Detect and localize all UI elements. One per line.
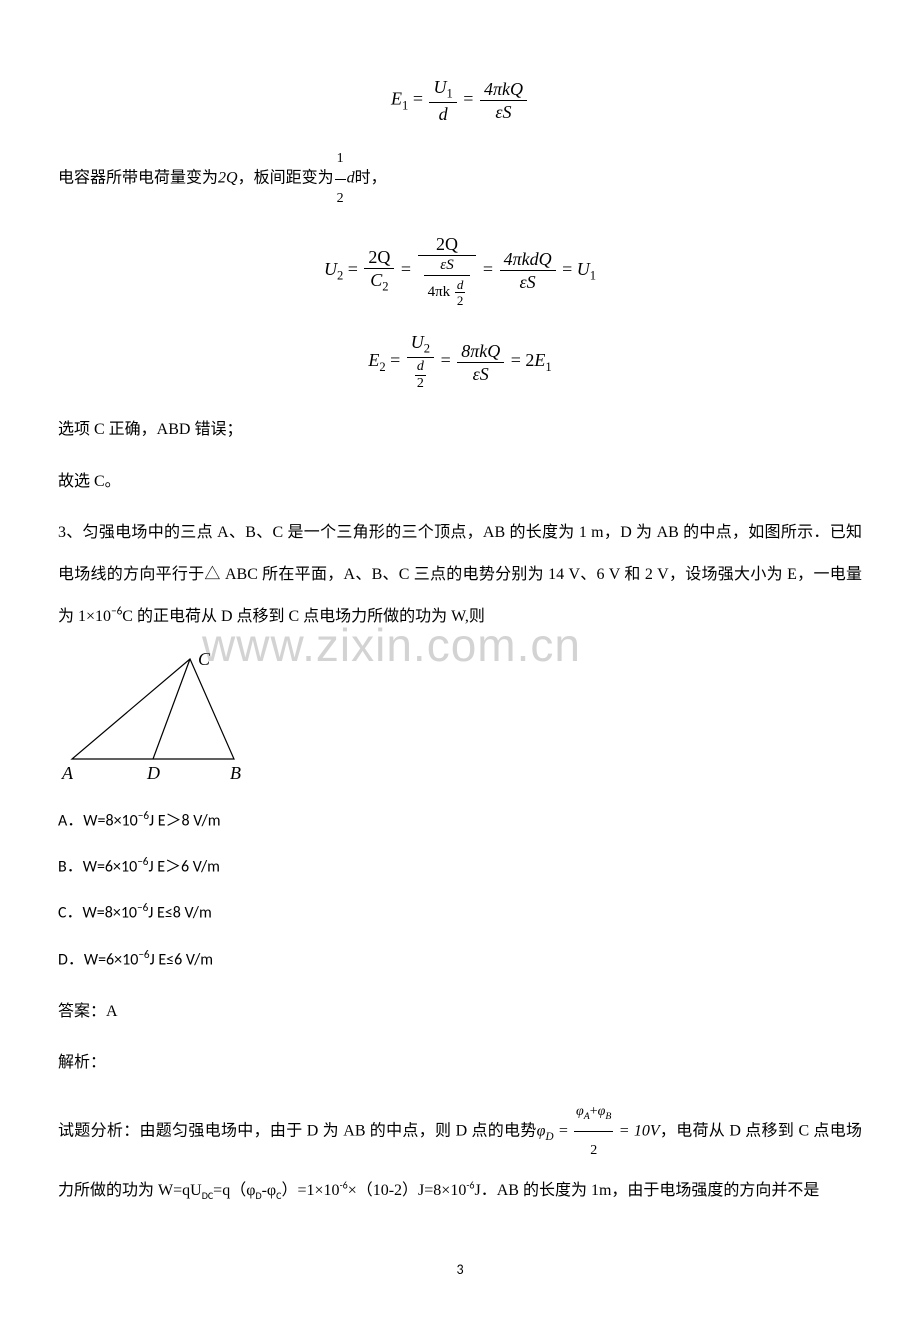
triangle-svg: A B C D (58, 651, 258, 785)
para1-d: d (347, 170, 355, 187)
eq2-frac3: 4πkdQ εS (500, 250, 556, 291)
eq1-lhs-sub: 1 (402, 98, 408, 112)
para1-frac-den: 2 (335, 179, 346, 217)
ana-phi-sub: D (546, 1131, 554, 1143)
eq1-f1num-sub: 1 (446, 87, 452, 101)
ana-fnb-sub: B (605, 1111, 611, 1122)
ana-p4: -φ (262, 1182, 277, 1199)
optA-tail: J E＞8 V/m (149, 811, 220, 830)
eq2-f2num: 2Q (436, 234, 458, 254)
para1-b: 2Q (218, 170, 238, 187)
eq2-frac2: 2Q εS 4πk d 2 (418, 235, 477, 307)
eq3-frac1: U2 d 2 (407, 333, 434, 391)
ana-fna: φ (576, 1104, 584, 1119)
eq1-f1num: U (433, 77, 446, 97)
eq3-f2num: 8πkQ (457, 342, 504, 362)
optC-label: C．W=8×10 (58, 904, 137, 923)
option-b: B．W=6×10−6J E＞6 V/m (58, 852, 862, 882)
eq2-frac1: 2Q C2 (364, 248, 394, 293)
eq3-f1num: U (411, 332, 424, 352)
q3-tail: C 的正电荷从 D 点移到 C 点电场力所做的功为 W,则 (122, 608, 485, 625)
optB-tail: J E＞6 V/m (148, 858, 219, 877)
answer-line: 答案：A (58, 991, 862, 1033)
equation-u2: U2 = 2Q C2 = 2Q εS 4πk d 2 = 4πkdQ εS = (58, 235, 862, 307)
eq3-f1den-den: 2 (415, 375, 426, 391)
eq2-rhs-sub: 1 (590, 269, 596, 283)
triangle-label-a: A (61, 763, 74, 783)
eq2-f2den-fn: d (455, 278, 466, 292)
eq2-f3num: 4πkdQ (500, 250, 556, 270)
eq1-lhs: E (391, 89, 402, 109)
eq2-rhs: U (577, 259, 590, 279)
eq3-frac2: 8πkQ εS (457, 342, 504, 383)
eq2-lhs-sub: 2 (337, 269, 343, 283)
eq2-f1den-sub: 2 (382, 280, 388, 294)
eq2-f2den-inner-num: εS (424, 258, 471, 275)
question-3: 3、匀强电场中的三点 A、B、C 是一个三角形的三个顶点，AB 的长度为 1 m… (58, 512, 862, 637)
ana-p6: ×（10-2）J=8×10 (348, 1182, 467, 1199)
eq3-lhs: E (368, 350, 379, 370)
para1-a: 电容器所带电荷量变为 (58, 170, 218, 187)
eq1-f2den: εS (480, 100, 527, 121)
eq3-rhs: E (534, 350, 545, 370)
option-c: C．W=8×10−6J E≤8 V/m (58, 898, 862, 928)
eq1-frac2: 4πkQ εS (480, 80, 527, 121)
ana-p3: =q（φ (213, 1182, 255, 1199)
equation-e2: E2 = U2 d 2 = 8πkQ εS = 2E1 (58, 333, 862, 391)
optA-label: A．W=8×10 (58, 811, 138, 830)
ana-exp1: -6 (340, 1178, 348, 1191)
ana-p1: 试题分析：由题匀强电场中，由于 D 为 AB 的中点，则 D 点的电势 (58, 1122, 537, 1139)
eq3-f1den-num: d (415, 360, 426, 375)
eq1-f1den: d (429, 102, 456, 123)
eq2-f2den-fd: 2 (455, 292, 466, 307)
para1-frac-num: 1 (335, 141, 346, 178)
triangle-label-c: C (198, 651, 211, 669)
eq-equals: = (413, 89, 428, 109)
para-conclusion-c: 选项 C 正确，ABD 错误； (58, 409, 862, 451)
para1-e: 时， (355, 170, 387, 187)
analysis-label: 解析： (58, 1042, 862, 1084)
triangle-label-d: D (146, 763, 160, 783)
triangle-shape (72, 659, 234, 759)
eq2-f1num: 2Q (368, 247, 390, 267)
optC-exp: −6 (137, 901, 148, 915)
eq1-frac1: U1 d (429, 78, 456, 123)
q3-exp: −6 (111, 604, 122, 618)
optB-exp: −6 (137, 855, 148, 869)
ana-phi: φ (537, 1122, 546, 1139)
optA-exp: −6 (138, 809, 149, 823)
eq2-lhs: U (324, 259, 337, 279)
ana-p7: J．AB 的长度为 1m，由于电场强度的方向并不是 (474, 1182, 819, 1199)
ana-dc: DC (202, 1189, 213, 1202)
optD-label: D．W=6×10 (58, 950, 138, 969)
eq3-f1num-sub: 2 (424, 342, 430, 356)
eq2-f3den: εS (500, 270, 556, 291)
ana-fden: 2 (574, 1131, 613, 1169)
equation-e1: E1 = U1 d = 4πkQ εS (58, 78, 862, 123)
eq1-f2num: 4πkQ (480, 80, 527, 100)
eq3-f2den: εS (457, 362, 504, 383)
option-d: D．W=6×10−6J E≤6 V/m (58, 945, 862, 975)
para1-c: ，板间距变为 (238, 170, 334, 187)
optB-label: B．W=6×10 (58, 858, 137, 877)
triangle-figure: A B C D (58, 651, 862, 790)
option-a: A．W=8×10−6J E＞8 V/m (58, 806, 862, 836)
eq-equals: = (463, 89, 478, 109)
ana-rhs: = 10V (619, 1122, 660, 1139)
page-number: 3 (58, 1261, 862, 1278)
eq3-rhs-sub: 1 (545, 360, 551, 374)
para-capacitor-change: 电容器所带电荷量变为2Q，板间距变为12d时， (58, 141, 862, 217)
eq2-f2den-lead: 4πk (428, 284, 451, 300)
ana-plus: + (590, 1104, 598, 1119)
optC-tail: J E≤8 V/m (148, 904, 211, 923)
optD-exp: −6 (138, 948, 149, 962)
para-select-c: 故选 C。 (58, 461, 862, 503)
eq3-lhs-sub: 2 (379, 360, 385, 374)
triangle-label-b: B (230, 763, 241, 783)
eq2-f1den: C (370, 270, 382, 290)
ana-p5: ）=1×10 (282, 1182, 340, 1199)
analysis-content: 试题分析：由题匀强电场中，由于 D 为 AB 的中点，则 D 点的电势φD = … (58, 1094, 862, 1211)
optD-tail: J E≤6 V/m (150, 950, 213, 969)
